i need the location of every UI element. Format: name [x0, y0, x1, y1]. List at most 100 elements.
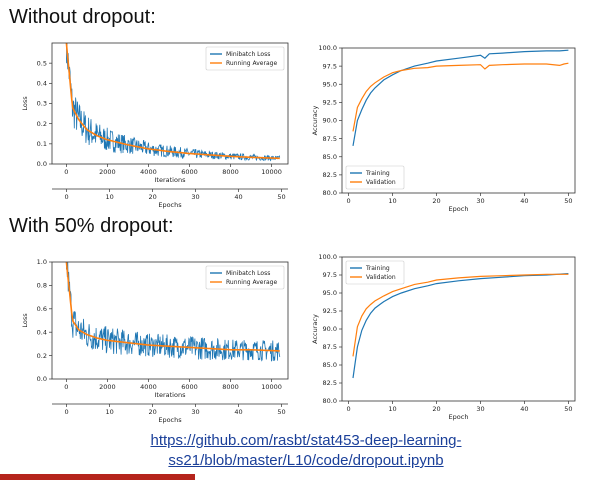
plot-frame [341, 256, 576, 402]
y-tick-label: 80.0 [323, 189, 337, 197]
y-tick-label: 90.0 [323, 117, 337, 125]
legend-label: Minibatch Loss [226, 51, 270, 58]
heading-without-dropout: Without dropout: [9, 6, 156, 28]
plot-area [352, 273, 569, 379]
epoch-tick-label: 50 [277, 408, 285, 416]
series-line-training [352, 49, 569, 147]
epoch-tick-label: 30 [191, 408, 199, 416]
y-tick-label: 100.0 [318, 253, 337, 261]
y-tick-label: 0.0 [37, 375, 47, 383]
y-tick-label: 1.0 [37, 258, 47, 266]
series-line-minibatch-loss [66, 262, 281, 362]
loss-chart-with-dropout: 0.0 0.2 0.4 0.6 0.8 1.0 0 2000 4000 6000 8000 10000… [21, 258, 289, 424]
x-tick-label: 10 [388, 405, 396, 413]
y-tick-label: 0.3 [37, 100, 47, 108]
legend-box [345, 165, 405, 190]
x-tick-label: 50 [564, 197, 572, 205]
series-line-validation [352, 273, 569, 357]
plot-frame [51, 261, 289, 380]
x-tick-label: 30 [476, 197, 484, 205]
plot-frame [341, 47, 576, 194]
plot-area [65, 43, 281, 162]
x-tick-label: 2000 [99, 383, 116, 391]
x-tick-label: 40 [520, 405, 528, 413]
epoch-axis-label: Epochs [158, 416, 182, 424]
epoch-tick-label: 40 [234, 408, 242, 416]
y-tick-label: 0.0 [37, 160, 47, 168]
x-axis-label: Epoch [449, 413, 469, 421]
series-line-training [352, 273, 569, 379]
epoch-axis-label: Epochs [158, 201, 182, 209]
x-tick-label: 40 [520, 197, 528, 205]
series-line-running-average [65, 43, 280, 160]
series-line-validation [352, 62, 569, 132]
x-tick-label: 0 [64, 168, 68, 176]
epoch-tick-label: 20 [148, 408, 156, 416]
legend-box [205, 265, 285, 290]
y-tick-label: 85.0 [323, 153, 337, 161]
github-link-line2[interactable]: ss21/blob/master/L10/code/dropout.ipynb [168, 452, 444, 469]
y-tick-label: 82.5 [323, 171, 337, 179]
accuracy-chart-without-dropout: 80.0 82.5 85.0 87.5 90.0 92.5 95.0 97.5 100.0 0 10… [311, 44, 576, 213]
legend-label: Minibatch Loss [226, 270, 270, 277]
y-tick-label: 80.0 [323, 397, 337, 405]
legend-box [205, 46, 285, 71]
y-tick-label: 0.2 [37, 352, 47, 360]
accent-bar [0, 474, 195, 480]
y-tick-label: 0.1 [37, 140, 47, 148]
y-tick-label: 87.5 [323, 135, 337, 143]
x-tick-label: 20 [432, 405, 440, 413]
y-tick-label: 0.8 [37, 282, 47, 290]
y-tick-label: 0.4 [37, 80, 47, 88]
x-tick-label: 20 [432, 197, 440, 205]
plot-area [352, 49, 569, 147]
y-tick-label: 100.0 [318, 44, 337, 52]
x-tick-label: 8000 [222, 168, 239, 176]
x-tick-label: 4000 [140, 168, 157, 176]
epoch-tick-label: 10 [105, 408, 113, 416]
y-axis-label: Accuracy [311, 106, 319, 136]
x-tick-label: 10000 [261, 383, 282, 391]
legend-label: Running Average [226, 60, 277, 67]
x-tick-label: 6000 [181, 168, 198, 176]
legend-label: Running Average [226, 279, 277, 286]
legend-box [345, 260, 405, 285]
y-tick-label: 0.5 [37, 59, 47, 67]
epoch-tick-label: 10 [105, 193, 113, 201]
github-link-line1[interactable]: https://github.com/rasbt/stat453-deep-le… [150, 432, 462, 449]
y-tick-label: 95.0 [323, 289, 337, 297]
loss-chart-without-dropout: 0.0 0.1 0.2 0.3 0.4 0.5 0 2000 4000 6000 8000 10000… [21, 42, 289, 209]
y-axis-label: Loss [21, 96, 29, 111]
accuracy-chart-with-dropout: 80.0 82.5 85.0 87.5 90.0 92.5 95.0 97.5 100.0 0 10… [311, 253, 576, 421]
x-tick-label: 30 [476, 405, 484, 413]
epoch-tick-label: 0 [65, 193, 69, 201]
heading-with-dropout: With 50% dropout: [9, 215, 174, 237]
y-tick-label: 0.6 [37, 305, 47, 313]
y-axis-label: Accuracy [311, 314, 319, 344]
epoch-tick-label: 30 [191, 193, 199, 201]
y-tick-label: 0.2 [37, 120, 47, 128]
x-tick-label: 6000 [181, 383, 198, 391]
plot-frame [51, 42, 289, 165]
legend-label: Validation [366, 274, 396, 281]
y-axis-label: Loss [21, 313, 29, 328]
epoch-tick-label: 50 [277, 193, 285, 201]
y-tick-label: 97.5 [323, 62, 337, 70]
y-tick-label: 92.5 [323, 99, 337, 107]
legend-label: Validation [366, 179, 396, 186]
series-line-minibatch-loss [66, 43, 281, 162]
epoch-tick-label: 0 [65, 408, 69, 416]
x-tick-label: 0 [347, 405, 351, 413]
x-tick-label: 50 [564, 405, 572, 413]
x-tick-label: 4000 [140, 383, 157, 391]
x-tick-label: 8000 [222, 383, 239, 391]
x-tick-label: 0 [347, 197, 351, 205]
plot-area [65, 262, 281, 362]
y-tick-label: 97.5 [323, 271, 337, 279]
y-tick-label: 95.0 [323, 80, 337, 88]
x-tick-label: 2000 [99, 168, 116, 176]
y-tick-label: 0.4 [37, 328, 47, 336]
x-tick-label: 10 [388, 197, 396, 205]
y-tick-label: 90.0 [323, 325, 337, 333]
y-tick-label: 87.5 [323, 343, 337, 351]
